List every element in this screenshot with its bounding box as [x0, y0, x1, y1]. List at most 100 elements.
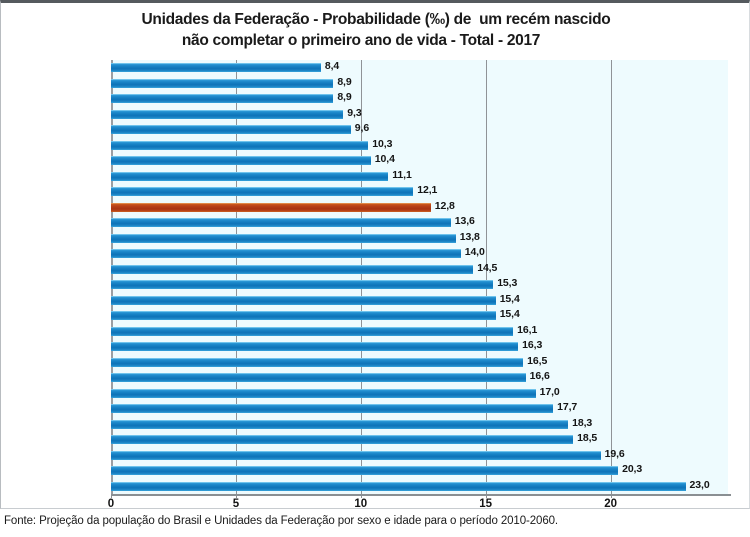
bar-row[interactable]: Minas Gerais10,4	[111, 153, 728, 169]
chart-frame: Unidades da Federação - Probabilidade (‰…	[0, 0, 750, 510]
bar[interactable]	[111, 342, 519, 351]
bar-value-label: 16,5	[527, 354, 548, 367]
bar[interactable]	[111, 171, 389, 181]
bar-value-label: 12,8	[434, 199, 455, 212]
bar-row[interactable]: Sergipe15,4	[111, 308, 728, 324]
bar-row[interactable]: Bahia16,6	[111, 370, 728, 386]
bar-value-label: 10,4	[374, 153, 395, 165]
bar-row[interactable]: Tocantins15,3	[111, 277, 728, 293]
x-axis-tick-20	[610, 494, 612, 498]
bar[interactable]	[111, 218, 451, 227]
x-axis-tick-0	[111, 494, 112, 498]
bar-value-label: 9,3	[347, 106, 362, 119]
bar[interactable]	[111, 388, 536, 398]
bar[interactable]	[111, 419, 569, 429]
plot-wrapper: Espírito Santo8,4Santa Catarina8,9Paraná…	[111, 60, 728, 494]
bar-row[interactable]: São Paulo9,6	[111, 122, 728, 138]
bar-row[interactable]: Paraíba15,4	[111, 293, 728, 309]
bar[interactable]	[111, 156, 371, 165]
bar[interactable]	[111, 295, 496, 305]
bar-value-label: 18,3	[572, 416, 593, 429]
bar-row[interactable]: Roraima17,0	[111, 386, 728, 402]
bar[interactable]	[111, 63, 321, 72]
bar-row[interactable]: Alagoas18,3	[111, 417, 728, 433]
bar-value-label: 14,5	[477, 261, 498, 274]
bar-value-label: 13,6	[454, 215, 475, 227]
bar-value-label: 12,1	[417, 184, 438, 196]
bar-row[interactable]: Golás14,5	[111, 262, 728, 278]
bar[interactable]	[111, 373, 526, 382]
bar[interactable]	[111, 125, 351, 134]
bar-row[interactable]: Amazonas17,7	[111, 401, 728, 417]
bar-value-label: 15,4	[499, 292, 520, 305]
bar-value-label: 9,6	[354, 122, 370, 134]
bar[interactable]	[111, 311, 496, 320]
bar[interactable]	[111, 78, 334, 88]
bar[interactable]	[111, 435, 574, 444]
chart-title: Unidades da Federação - Probabilidade (‰…	[1, 9, 750, 51]
x-axis-tick-15	[485, 494, 487, 498]
bar-row[interactable]: D. Federal10,3	[111, 138, 728, 154]
bar[interactable]	[111, 450, 601, 460]
bar-value-label: 16,1	[517, 323, 538, 336]
bar[interactable]	[111, 202, 431, 212]
bar[interactable]	[111, 404, 554, 413]
bar[interactable]	[111, 326, 514, 336]
bar-value-label: 10,3	[372, 137, 393, 150]
bar-value-label: 8,4	[324, 60, 340, 72]
bar-row[interactable]: Brasil12,8	[111, 200, 728, 216]
bar-row[interactable]: Rio Grande do Sul9,3	[111, 107, 728, 123]
bar[interactable]	[111, 280, 494, 289]
bar[interactable]	[111, 187, 414, 196]
bar-row[interactable]: Amapá23,0	[111, 479, 728, 495]
bar-row[interactable]: Santa Catarina8,9	[111, 76, 728, 92]
bar-value-label: 17,7	[557, 401, 578, 413]
bar[interactable]	[111, 466, 619, 475]
bar[interactable]	[111, 140, 369, 150]
x-axis-tick-10	[360, 494, 362, 498]
chart-footnote: Fonte: Projeção da população do Brasil e…	[4, 515, 559, 527]
bar-value-label: 16,6	[529, 370, 550, 382]
bar-row[interactable]: Pernambuco12,1	[111, 184, 728, 200]
bar-row[interactable]: Pará16,1	[111, 324, 728, 340]
bar[interactable]	[111, 357, 524, 367]
bar-value-label: 13,8	[459, 230, 480, 243]
bar-row[interactable]: Ceará13,8	[111, 231, 728, 247]
bar-value-label: 14,0	[464, 246, 485, 258]
bar-row[interactable]: Mato Grosso16,5	[111, 355, 728, 371]
x-axis-label-0: 0	[107, 498, 115, 510]
bar-value-label: 15,3	[497, 277, 518, 289]
bar-value-label: 11,1	[392, 168, 412, 181]
x-axis-line	[111, 494, 731, 496]
bar[interactable]	[111, 481, 686, 491]
gridline-5	[235, 60, 237, 494]
bar-value-label: 20,3	[622, 463, 643, 475]
bar-row[interactable]: Acre16,3	[111, 339, 728, 355]
bar-value-label: 8,9	[337, 91, 352, 103]
x-axis-label-20: 20	[604, 498, 617, 510]
x-axis-label-5: 5	[232, 498, 240, 510]
bar[interactable]	[111, 109, 344, 119]
bar-value-label: 19,6	[604, 447, 625, 460]
bar[interactable]	[111, 233, 456, 243]
bar[interactable]	[111, 264, 474, 274]
bar-row[interactable]: Paraná8,9	[111, 91, 728, 107]
bar-row[interactable]: Maranhão20,3	[111, 463, 728, 479]
bar-row[interactable]: Espírito Santo8,4	[111, 60, 728, 76]
bar-value-label: 8,9	[337, 75, 352, 88]
bar[interactable]	[111, 94, 334, 103]
bar[interactable]	[111, 249, 461, 258]
bar-row[interactable]: Piauí18,5	[111, 432, 728, 448]
chart-title-line-1: Unidades da Federação - Probabilidade (‰…	[141, 11, 611, 28]
gridline-15	[485, 60, 487, 494]
bar-value-label: 23,0	[689, 478, 710, 491]
bar-row[interactable]: Rio de Janeiro11,1	[111, 169, 728, 185]
chart-title-line-2: não completar o primeiro ano de vida - T…	[181, 32, 541, 49]
bar-row[interactable]: Rio Grande do Norte14,0	[111, 246, 728, 262]
bar-row[interactable]: Mato Grosso do Sul13,6	[111, 215, 728, 231]
x-axis-tick-5	[235, 494, 237, 498]
bar-row[interactable]: Rondônia19,6	[111, 448, 728, 464]
gridline-10	[360, 60, 362, 494]
x-axis-label-15: 15	[479, 498, 493, 510]
